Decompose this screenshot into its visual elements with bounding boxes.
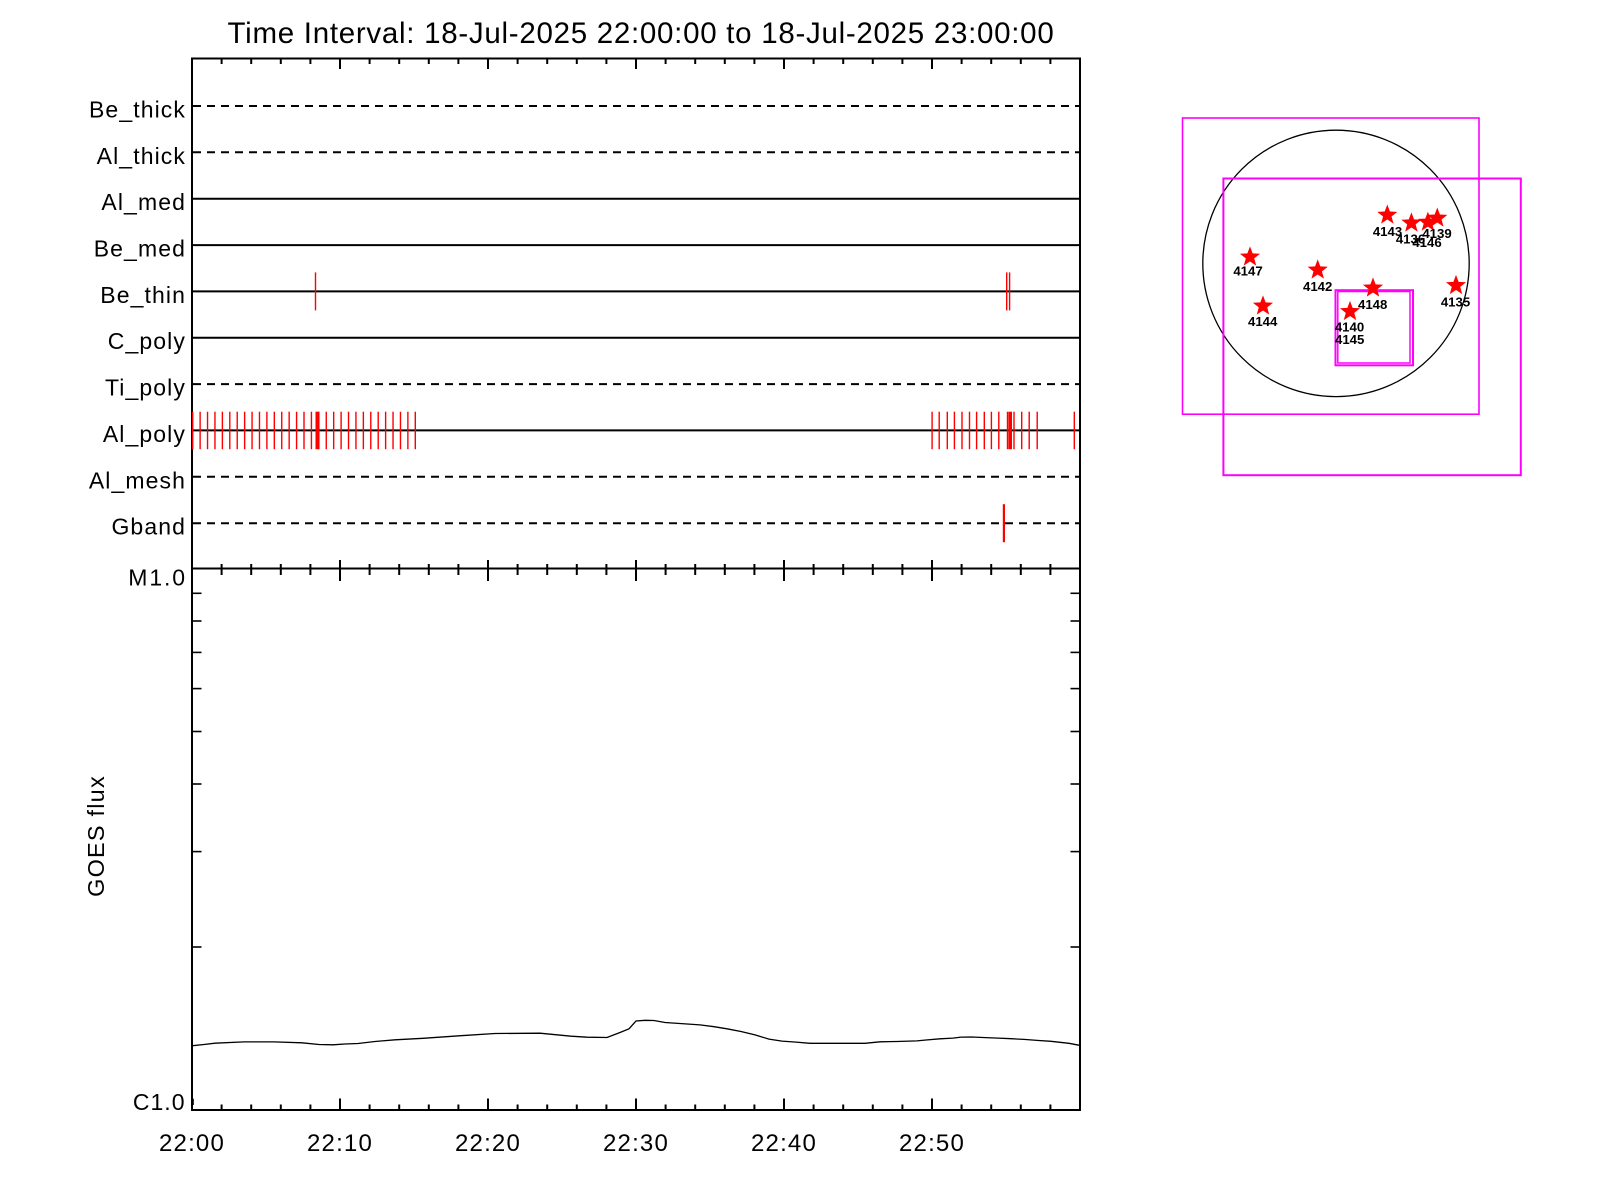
svg-text:22:10: 22:10 bbox=[307, 1130, 373, 1157]
svg-text:Al_poly: Al_poly bbox=[103, 421, 186, 447]
svg-text:4142: 4142 bbox=[1303, 279, 1332, 294]
svg-text:4146: 4146 bbox=[1412, 235, 1441, 250]
svg-text:Al_thick: Al_thick bbox=[97, 143, 186, 169]
svg-text:Al_med: Al_med bbox=[101, 189, 186, 215]
svg-text:22:40: 22:40 bbox=[751, 1130, 817, 1157]
svg-text:4143: 4143 bbox=[1373, 224, 1402, 239]
svg-text:Be_thin: Be_thin bbox=[100, 282, 186, 308]
svg-text:22:20: 22:20 bbox=[455, 1130, 521, 1157]
svg-text:22:00: 22:00 bbox=[159, 1130, 225, 1157]
svg-text:Al_mesh: Al_mesh bbox=[89, 467, 186, 493]
svg-text:4144: 4144 bbox=[1248, 314, 1278, 329]
svg-text:Ti_poly: Ti_poly bbox=[105, 375, 186, 401]
svg-text:4136: 4136 bbox=[1396, 232, 1425, 247]
svg-text:Time Interval: 18-Jul-2025 22:: Time Interval: 18-Jul-2025 22:00:00 to 1… bbox=[228, 17, 1055, 50]
svg-text:4139: 4139 bbox=[1422, 226, 1451, 241]
svg-text:4145: 4145 bbox=[1335, 332, 1364, 347]
svg-text:4148: 4148 bbox=[1358, 297, 1387, 312]
svg-text:4135: 4135 bbox=[1441, 295, 1470, 310]
svg-text:Be_thick: Be_thick bbox=[89, 97, 186, 123]
svg-text:Gband: Gband bbox=[111, 514, 186, 540]
svg-text:22:30: 22:30 bbox=[603, 1130, 669, 1157]
svg-text:4140: 4140 bbox=[1335, 320, 1364, 335]
svg-text:Be_med: Be_med bbox=[94, 236, 186, 262]
svg-text:M1.0: M1.0 bbox=[128, 565, 187, 591]
svg-text:C_poly: C_poly bbox=[108, 328, 186, 354]
svg-text:4147: 4147 bbox=[1233, 264, 1262, 279]
svg-text:C1.0: C1.0 bbox=[133, 1089, 186, 1115]
svg-text:GOES flux: GOES flux bbox=[83, 775, 109, 897]
svg-text:22:50: 22:50 bbox=[899, 1130, 965, 1157]
